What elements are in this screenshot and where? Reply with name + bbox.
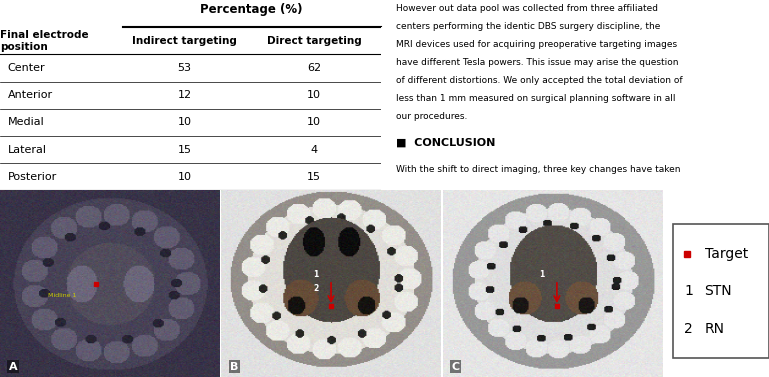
Text: of different distortions. We only accepted the total deviation of: of different distortions. We only accept… (396, 76, 683, 85)
Text: Lateral: Lateral (8, 145, 47, 155)
Text: 2: 2 (314, 284, 319, 293)
Text: ■  CONCLUSION: ■ CONCLUSION (396, 138, 495, 148)
Text: 10: 10 (178, 172, 191, 182)
Text: our procedures.: our procedures. (396, 112, 468, 121)
Text: 12: 12 (178, 90, 191, 100)
Text: 2: 2 (684, 322, 693, 336)
Text: Final electrode
position: Final electrode position (0, 30, 88, 52)
Text: centers performing the identic DBS surgery discipline, the: centers performing the identic DBS surge… (396, 22, 661, 31)
Text: Midline 1: Midline 1 (48, 293, 77, 298)
Text: have different Tesla powers. This issue may arise the question: have different Tesla powers. This issue … (396, 58, 678, 67)
Text: 1: 1 (314, 270, 319, 279)
Text: However out data pool was collected from three affiliated: However out data pool was collected from… (396, 4, 658, 13)
Text: 1: 1 (539, 270, 544, 279)
Text: 4: 4 (311, 145, 318, 155)
Text: RN: RN (704, 322, 724, 336)
Text: 15: 15 (178, 145, 191, 155)
Text: 53: 53 (178, 63, 191, 73)
Text: Center: Center (8, 63, 45, 73)
Text: Target: Target (704, 247, 747, 261)
Text: B: B (230, 362, 238, 372)
Text: 10: 10 (307, 90, 321, 100)
Text: C: C (451, 362, 460, 372)
Text: 62: 62 (307, 63, 321, 73)
Text: 1: 1 (684, 284, 694, 298)
Text: A: A (8, 362, 18, 372)
Text: Posterior: Posterior (8, 172, 57, 182)
Text: 10: 10 (178, 117, 191, 127)
Text: MRI devices used for acquiring preoperative targeting images: MRI devices used for acquiring preoperat… (396, 40, 677, 49)
Text: Medial: Medial (8, 117, 45, 127)
Text: 15: 15 (307, 172, 321, 182)
Text: Percentage (%): Percentage (%) (200, 3, 302, 16)
Text: With the shift to direct imaging, three key changes have taken: With the shift to direct imaging, three … (396, 165, 681, 174)
Text: STN: STN (704, 284, 732, 298)
Text: less than 1 mm measured on surgical planning software in all: less than 1 mm measured on surgical plan… (396, 94, 675, 103)
Text: 10: 10 (307, 117, 321, 127)
Text: Indirect targeting: Indirect targeting (132, 36, 237, 46)
Bar (674, 224, 769, 358)
Text: Direct targeting: Direct targeting (267, 36, 361, 46)
Text: Anterior: Anterior (8, 90, 53, 100)
